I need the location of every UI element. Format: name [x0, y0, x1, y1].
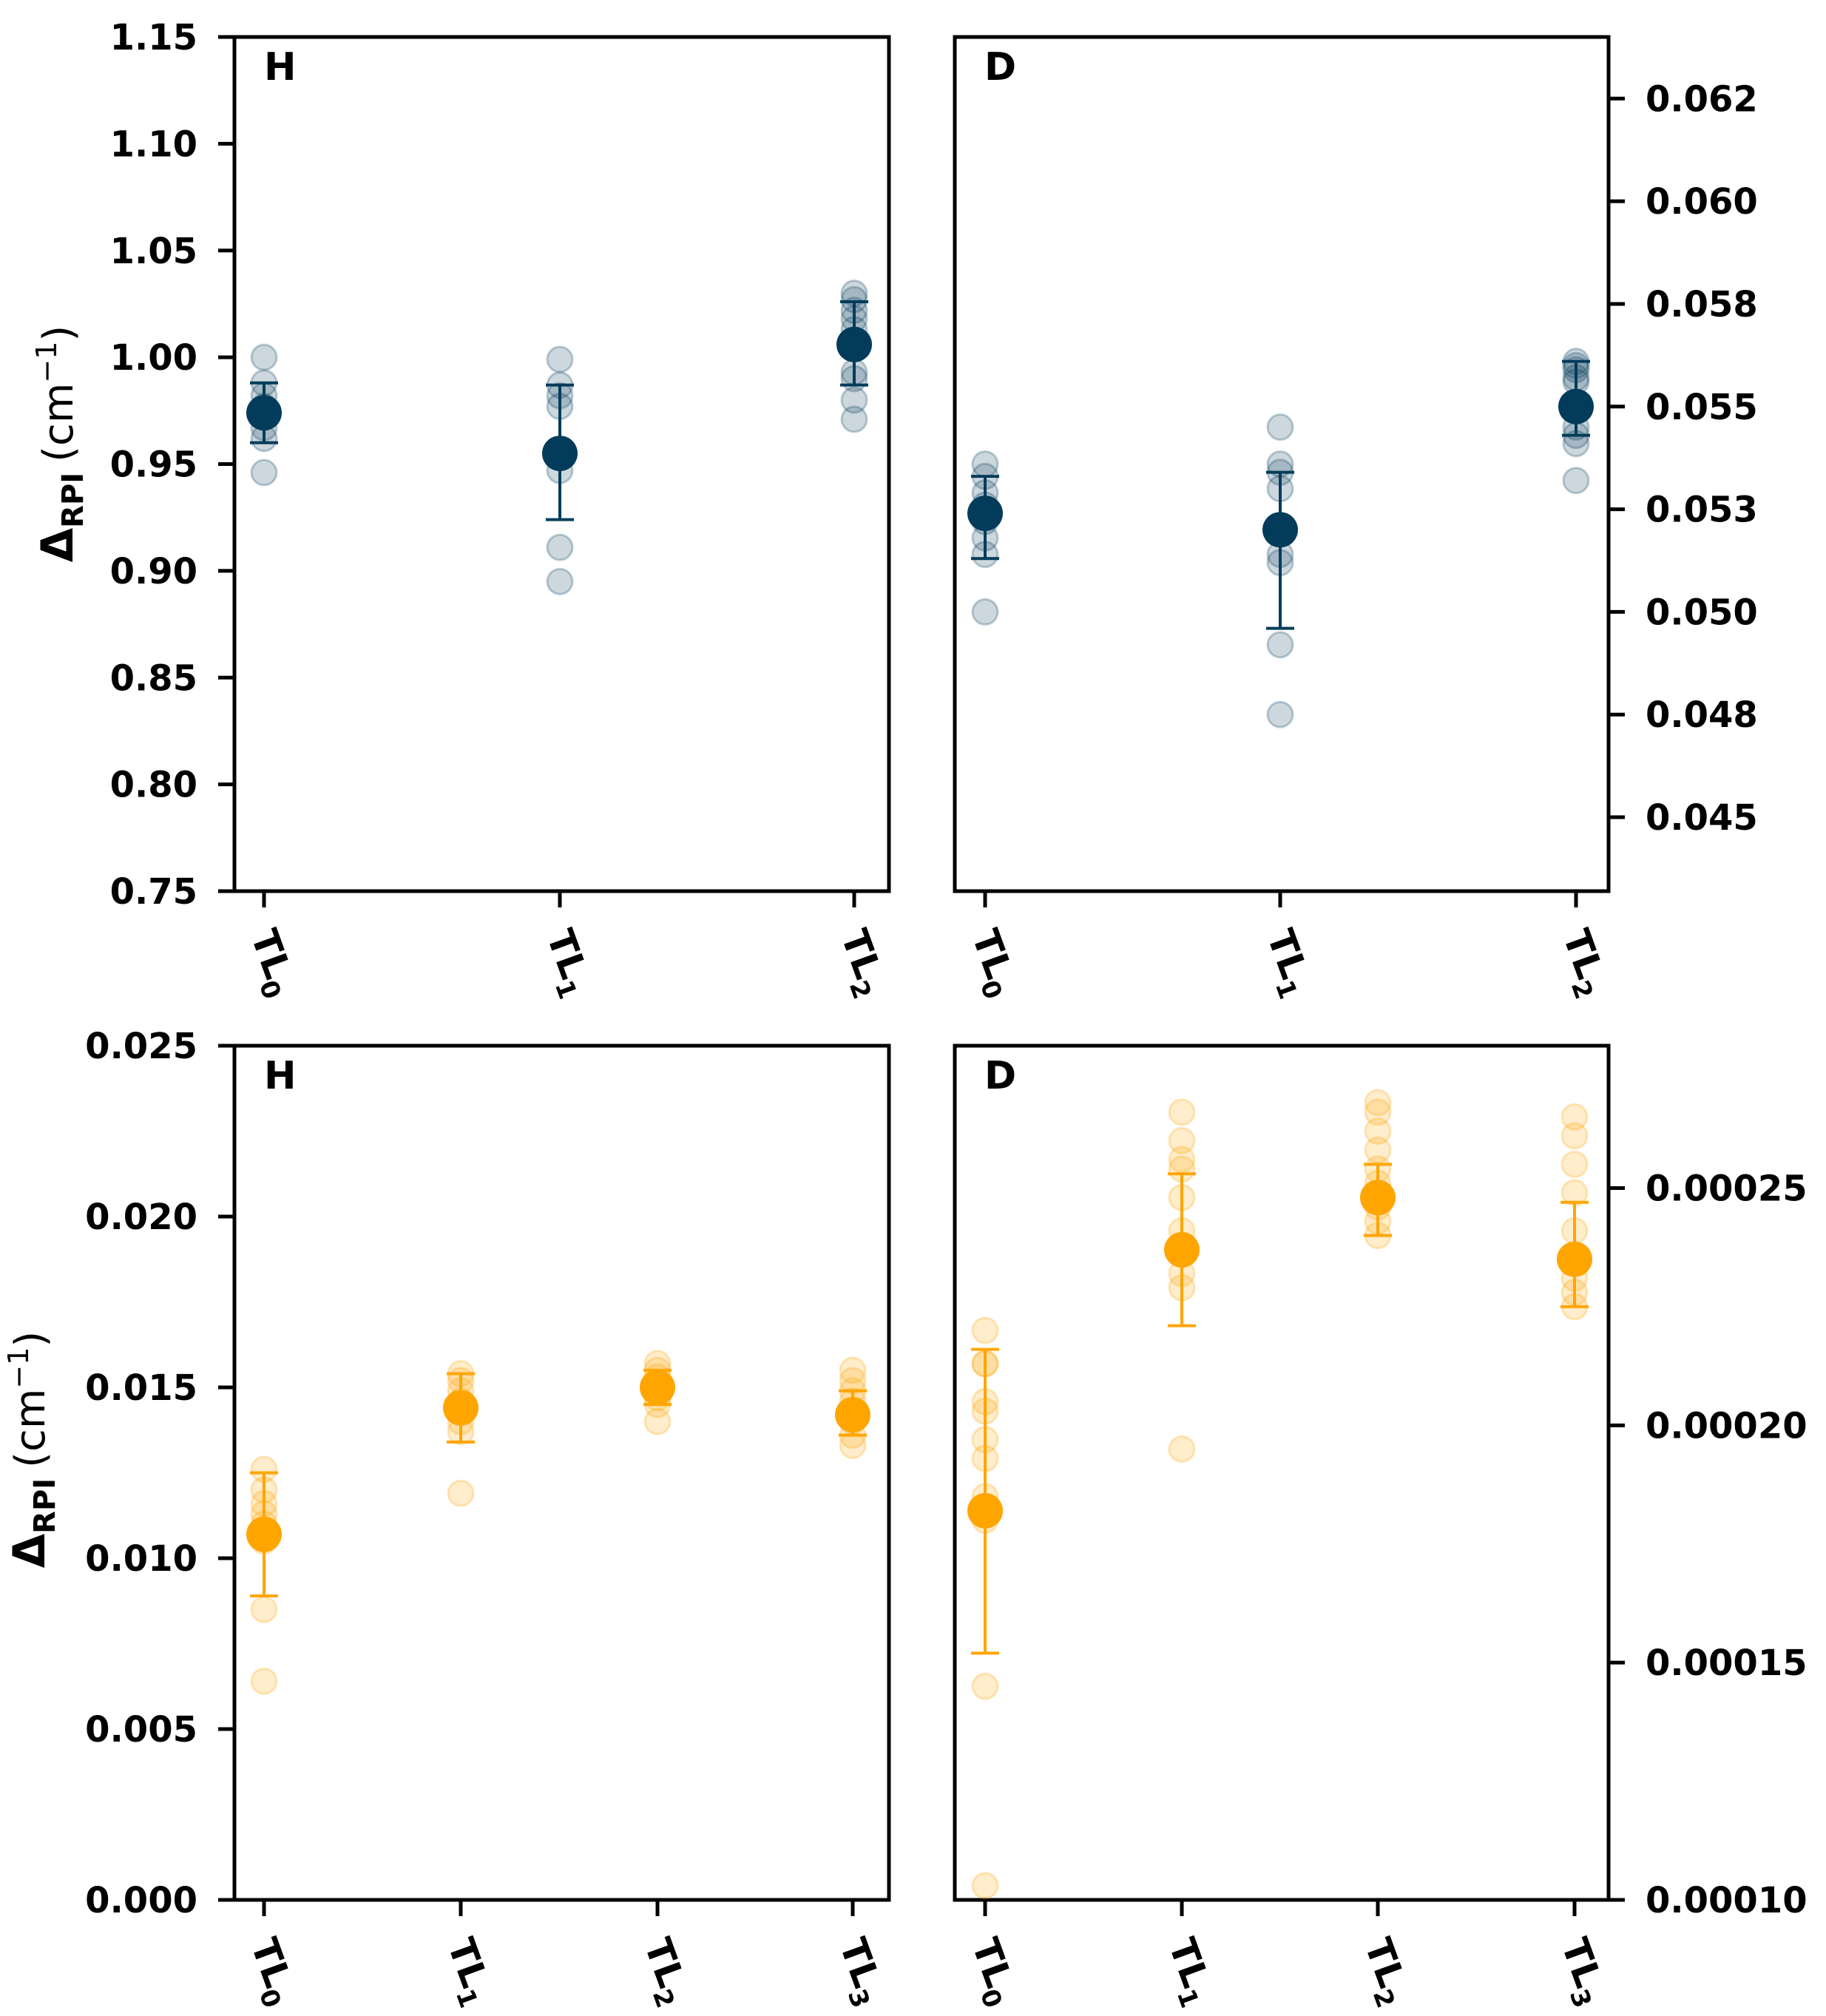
mean-point — [1262, 512, 1298, 548]
panels: H0.750.800.850.900.951.001.051.101.15TL0… — [85, 17, 1807, 2012]
y-tick-label: 0.00015 — [1646, 1643, 1808, 1684]
data-point — [840, 405, 868, 433]
data-point — [447, 1479, 475, 1507]
y-tick-label: 0.00020 — [1646, 1405, 1808, 1447]
data-point — [1560, 1150, 1589, 1178]
y-tick-label: 0.005 — [85, 1709, 197, 1751]
y-tick-label: 0.025 — [85, 1026, 197, 1067]
data-point — [1266, 413, 1294, 442]
ylabel-bottom: ΔRPI (cm−1) — [2, 1331, 62, 1569]
data-point — [1364, 1098, 1392, 1126]
data-point — [840, 386, 868, 414]
data-point — [250, 343, 278, 371]
y-tick-label: 0.95 — [110, 444, 197, 486]
y-tick-label: 0.060 — [1646, 181, 1758, 223]
panel-label: D — [984, 45, 1016, 89]
data-point — [971, 1672, 999, 1700]
mean-point — [1557, 1241, 1592, 1277]
data-point — [971, 1872, 999, 1900]
mean-point — [640, 1370, 675, 1405]
data-point — [1364, 1117, 1392, 1145]
data-point — [1168, 1126, 1196, 1154]
ylabel-bottom-main: Δ — [4, 1533, 55, 1568]
data-point — [1168, 1435, 1196, 1463]
data-point — [1364, 1136, 1392, 1164]
mean-point — [443, 1390, 479, 1426]
ylabel-top-main: Δ — [32, 527, 84, 562]
mean-point — [836, 326, 872, 362]
y-tick-label: 0.85 — [110, 657, 197, 699]
ylabel-top-sub: RPI — [56, 473, 90, 528]
data-point — [1266, 700, 1294, 728]
ylabel-bottom-sub: RPI — [28, 1478, 62, 1534]
y-tick-label: 0.020 — [85, 1197, 197, 1238]
y-tick-label: 0.050 — [1646, 592, 1758, 633]
mean-point — [246, 1516, 282, 1552]
data-point — [971, 598, 999, 626]
data-point — [250, 459, 278, 487]
data-point — [839, 1356, 867, 1384]
data-point — [250, 1595, 278, 1623]
plot-frame — [232, 1043, 891, 1902]
data-point — [1266, 631, 1294, 659]
data-point — [1560, 1103, 1589, 1131]
data-point — [546, 345, 574, 373]
mean-point — [967, 1492, 1003, 1529]
y-tick-label: 0.90 — [110, 551, 197, 592]
y-tick-label: 1.05 — [110, 231, 197, 272]
y-tick-label: 0.053 — [1646, 490, 1758, 531]
ylabel-bottom-exp: −1 — [2, 1347, 35, 1389]
y-tick-label: 0.010 — [85, 1538, 197, 1580]
y-tick-label: 1.15 — [110, 17, 197, 58]
data-point — [250, 1667, 278, 1695]
y-tick-label: 0.015 — [85, 1367, 197, 1409]
mean-point — [542, 436, 578, 472]
panel-label: H — [264, 1054, 297, 1098]
ylabel-top-unit: (cm — [35, 383, 83, 462]
plot-frame — [953, 1043, 1611, 1902]
y-tick-label: 0.048 — [1646, 694, 1758, 736]
ylabel-top: ΔRPI (cm−1) — [30, 325, 90, 563]
y-tick-label: 0.75 — [110, 871, 197, 913]
data-point — [643, 1407, 672, 1435]
data-point — [1168, 1098, 1196, 1126]
mean-point — [835, 1396, 870, 1432]
mean-point — [1164, 1231, 1200, 1268]
data-point — [1168, 1146, 1196, 1174]
y-tick-label: 0.045 — [1646, 797, 1758, 839]
y-tick-label: 0.058 — [1646, 284, 1758, 325]
y-tick-label: 0.00025 — [1646, 1168, 1808, 1210]
ylabel-top-exp: −1 — [30, 342, 63, 383]
data-point — [546, 533, 574, 561]
panel-label: D — [984, 1054, 1016, 1098]
data-point — [1364, 1089, 1392, 1117]
y-tick-label: 0.80 — [110, 765, 197, 806]
ylabel-bottom-close: ) — [7, 1331, 55, 1347]
y-tick-label: 0.055 — [1646, 387, 1758, 428]
data-point — [1562, 467, 1590, 495]
y-tick-label: 1.10 — [110, 124, 197, 165]
panel-top-left: H0.750.800.850.900.951.001.051.101.15TL0… — [110, 17, 891, 1003]
y-tick-label: 0.000 — [85, 1880, 197, 1921]
data-point — [971, 1316, 999, 1344]
mean-point — [967, 495, 1003, 532]
mean-point — [1360, 1180, 1396, 1216]
data-point — [1560, 1122, 1589, 1150]
panel-label: H — [264, 45, 297, 89]
ylabel-top-close: ) — [35, 325, 83, 342]
mean-point — [1558, 388, 1594, 424]
y-tick-label: 1.00 — [110, 337, 197, 379]
data-point — [546, 567, 574, 595]
mean-point — [246, 395, 282, 431]
ylabel-bottom-unit: (cm — [7, 1389, 55, 1468]
y-tick-label: 0.062 — [1646, 78, 1758, 120]
y-tick-label: 0.00010 — [1646, 1880, 1808, 1921]
